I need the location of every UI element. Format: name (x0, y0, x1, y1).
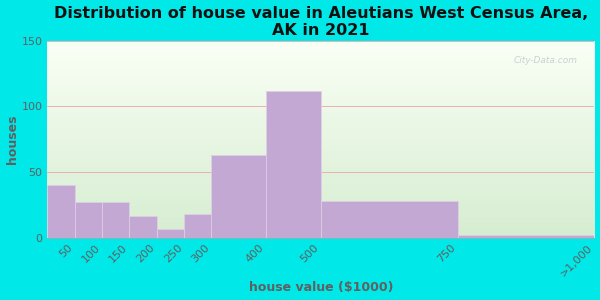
Text: City-Data.com: City-Data.com (514, 56, 578, 65)
Bar (47, 185, 74, 238)
X-axis label: house value ($1000): house value ($1000) (248, 281, 393, 294)
Bar (211, 155, 266, 238)
Y-axis label: houses: houses (5, 115, 19, 164)
Bar (102, 202, 129, 238)
Bar (266, 91, 321, 238)
Bar (321, 201, 458, 238)
Bar (184, 214, 211, 238)
Bar (74, 202, 102, 238)
Bar (157, 229, 184, 238)
Bar (129, 215, 157, 238)
Bar (458, 235, 595, 238)
Title: Distribution of house value in Aleutians West Census Area,
AK in 2021: Distribution of house value in Aleutians… (53, 6, 588, 38)
